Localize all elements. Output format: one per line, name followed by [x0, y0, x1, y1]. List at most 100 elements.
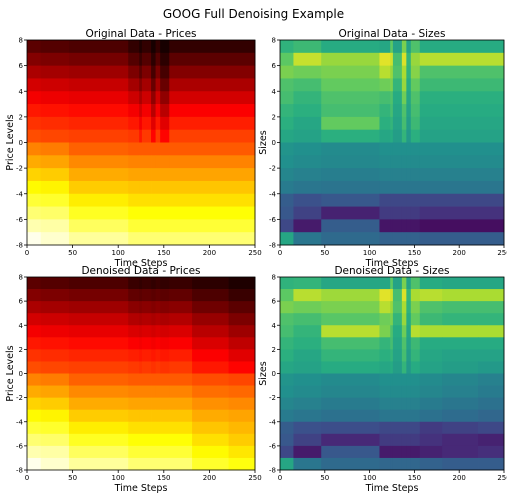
heatmap-cell	[321, 116, 380, 131]
heatmap-cell	[379, 52, 391, 67]
heatmap-cell	[128, 91, 140, 105]
heatmap-cell	[280, 193, 294, 207]
heatmap-cell	[392, 168, 403, 182]
heatmap-cell	[141, 65, 152, 79]
heatmap-cell	[280, 397, 294, 411]
heatmap-cell	[68, 409, 129, 423]
heatmap-cell	[141, 325, 152, 338]
y-tick-label: 2	[272, 346, 276, 354]
heatmap-cell	[379, 168, 391, 182]
heatmap-cell	[406, 40, 412, 54]
heatmap-cell	[160, 78, 170, 92]
heatmap-cell	[68, 445, 129, 459]
heatmap-cell	[406, 445, 412, 459]
x-axis-label: Time Steps	[365, 258, 419, 269]
heatmap-cell	[128, 289, 140, 302]
heatmap-cell	[478, 421, 505, 435]
y-tick-label: -2	[16, 394, 23, 402]
heatmap-cell	[228, 457, 256, 471]
heatmap-cell	[293, 219, 322, 233]
heatmap-cell	[155, 142, 161, 156]
heatmap-cell	[478, 301, 505, 314]
heatmap-cell	[139, 40, 143, 54]
heatmap-cell	[293, 155, 322, 169]
heatmap-cell	[390, 325, 394, 338]
heatmap-cell	[40, 361, 70, 374]
heatmap-cell	[40, 445, 70, 459]
heatmap-cell	[192, 385, 229, 399]
heatmap-cell	[410, 313, 421, 326]
heatmap-cell	[27, 277, 42, 290]
heatmap-cell	[392, 373, 403, 386]
heatmap-cell	[379, 142, 391, 156]
heatmap-cell	[27, 91, 42, 105]
heatmap-cell	[128, 409, 140, 423]
heatmap-cell	[406, 219, 412, 233]
y-tick-label: -6	[16, 216, 24, 224]
heatmap-cell	[128, 219, 140, 233]
heatmap-cell	[293, 129, 322, 143]
heatmap-cell	[169, 116, 256, 131]
heatmap-cell	[27, 433, 42, 447]
heatmap-cell	[280, 116, 294, 131]
heatmap-cell	[151, 232, 156, 246]
heatmap-cell	[419, 385, 443, 399]
heatmap-cell	[419, 78, 505, 92]
heatmap-cell	[151, 129, 156, 143]
heatmap-cell	[379, 325, 391, 338]
heatmap-cell	[228, 337, 256, 350]
heatmap-cell	[392, 337, 403, 350]
heatmap-cell	[401, 457, 407, 471]
heatmap-cell	[410, 206, 421, 220]
heatmap-cell	[293, 116, 322, 131]
heatmap-cell	[321, 65, 380, 79]
heatmap-cell	[27, 116, 42, 131]
heatmap-cell	[228, 289, 256, 302]
heatmap-cell	[151, 289, 156, 302]
heatmap-cell	[40, 385, 70, 399]
heatmap-cell	[379, 40, 391, 54]
heatmap-cell	[169, 373, 193, 386]
heatmap-cell	[160, 337, 170, 350]
heatmap-cell	[40, 325, 70, 338]
y-tick-label: 4	[19, 88, 24, 96]
heatmap-cell	[151, 104, 156, 118]
heatmap-cell	[401, 397, 407, 411]
x-tick-label: 100	[363, 249, 376, 257]
heatmap-cell	[139, 206, 143, 220]
heatmap-cell	[392, 433, 403, 447]
heatmap-cell	[160, 433, 170, 447]
heatmap-cell	[151, 433, 156, 447]
heatmap-cell	[406, 433, 412, 447]
heatmap-cell	[442, 433, 479, 447]
heatmap-cell	[40, 301, 70, 314]
heatmap-cell	[379, 129, 391, 143]
heatmap-cell	[280, 219, 294, 233]
heatmap-cell	[390, 193, 394, 207]
heatmap-cell	[151, 457, 156, 471]
heatmap-cell	[478, 349, 505, 362]
heatmap-cell	[151, 116, 156, 131]
heatmap-cell	[40, 373, 70, 386]
heatmap-cell	[390, 301, 394, 314]
y-tick-label: -8	[16, 242, 23, 250]
heatmap-cell	[151, 277, 156, 290]
heatmap-cell	[128, 232, 140, 246]
heatmap-cell	[141, 301, 152, 314]
heatmap-cell	[406, 155, 412, 169]
heatmap-cell	[293, 180, 322, 195]
heatmap-cell	[321, 180, 380, 195]
heatmap-cell	[379, 301, 391, 314]
heatmap-cell	[419, 52, 505, 67]
heatmap-cell	[406, 409, 412, 423]
y-tick-label: -8	[269, 242, 276, 250]
heatmap-cell	[228, 433, 256, 447]
heatmap-cell	[160, 457, 170, 471]
heatmap-cell	[151, 337, 156, 350]
heatmap-cell	[128, 65, 140, 79]
y-tick-label: 6	[272, 62, 277, 70]
heatmap-cell	[379, 373, 391, 386]
heatmap-cell	[160, 325, 170, 338]
heatmap-cell	[293, 409, 322, 423]
heatmap-cell	[155, 457, 161, 471]
